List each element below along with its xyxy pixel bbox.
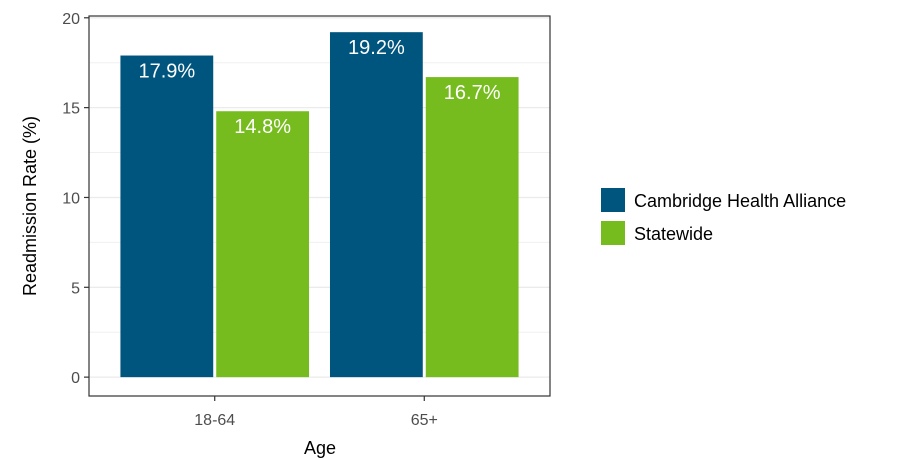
x-axis: 18-64 65+ [194, 396, 438, 429]
bar [120, 55, 214, 378]
y-tick-label: 15 [62, 101, 80, 118]
panel-border [88, 15, 551, 397]
data-label: 16.7% [444, 82, 501, 104]
legend-swatch [601, 221, 625, 245]
legend-label: Statewide [634, 224, 713, 244]
legend: Cambridge Health Alliance Statewide [601, 188, 846, 245]
y-tick-label: 5 [71, 280, 80, 297]
legend-label: Cambridge Health Alliance [634, 191, 846, 211]
x-tick-label: 18-64 [194, 412, 235, 429]
bar [216, 111, 310, 378]
x-axis-title: Age [304, 438, 336, 458]
data-label: 17.9% [138, 61, 195, 83]
legend-swatch [601, 188, 625, 212]
bar [425, 77, 519, 378]
data-label: 19.2% [348, 37, 405, 59]
y-tick-label: 20 [62, 11, 80, 28]
y-axis: 0 5 10 15 20 [62, 11, 89, 387]
data-labels: 17.9% 14.8% 19.2% 16.7% [138, 37, 500, 138]
bar [329, 32, 423, 378]
x-tick-label: 65+ [411, 412, 438, 429]
y-tick-label: 0 [71, 370, 80, 387]
bars [120, 32, 519, 378]
data-label: 14.8% [234, 116, 291, 138]
y-tick-label: 10 [62, 190, 80, 207]
y-axis-title: Readmission Rate (%) [20, 116, 40, 296]
